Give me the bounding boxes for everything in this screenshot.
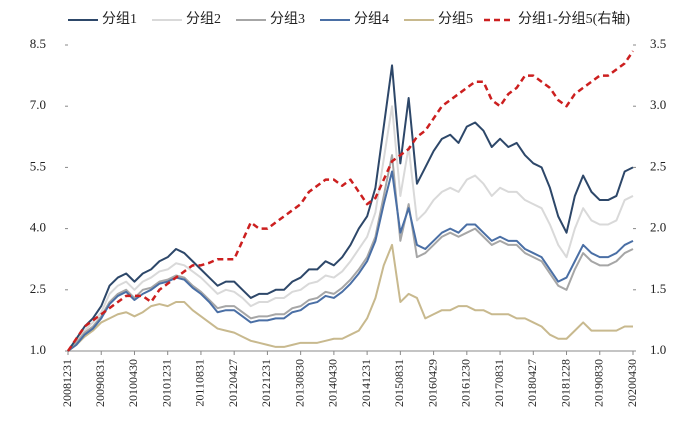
x-tick-label: 20160429: [425, 359, 439, 407]
y-tick-label: 2.5: [30, 281, 46, 296]
legend-label: 分组2: [186, 11, 221, 27]
series-line: [67, 170, 634, 352]
x-tick-label: 20190830: [592, 359, 606, 407]
y-tick-label: 1.0: [30, 342, 46, 357]
legend-label: 分组1-分组5(右轴): [518, 11, 630, 27]
x-tick-label: 20121231: [259, 359, 273, 407]
y2-tick-label: 3.5: [650, 36, 666, 51]
legend-label: 分组4: [354, 11, 389, 27]
y-tick-label: 5.5: [30, 158, 46, 173]
y2-tick-label: 2.0: [650, 220, 666, 235]
series-line: [67, 64, 634, 352]
x-tick-label: 20170831: [492, 359, 506, 407]
x-tick-label: 20130830: [292, 359, 306, 407]
y-tick-label: 7.0: [30, 97, 46, 112]
y2-tick-label: 2.5: [650, 158, 666, 173]
legend-label: 分组3: [270, 11, 305, 27]
x-tick-label: 20090831: [93, 359, 107, 407]
x-tick-label: 20081231: [60, 359, 74, 407]
legend-label: 分组1: [102, 11, 137, 27]
y-tick-label: 8.5: [30, 36, 46, 51]
x-tick-label: 20141231: [359, 359, 373, 407]
legend-label: 分组5: [438, 11, 473, 27]
x-tick-label: 20161230: [459, 359, 473, 407]
x-tick-label: 20110831: [193, 359, 207, 407]
x-tick-label: 20200430: [625, 359, 639, 407]
series-line: [67, 154, 634, 352]
series-line: [67, 105, 634, 352]
series-line: [66, 50, 635, 352]
x-tick-label: 20101231: [159, 359, 173, 407]
x-tick-label: 20150831: [392, 359, 406, 407]
series-line: [67, 243, 633, 352]
x-tick-label: 20180427: [525, 359, 539, 407]
x-tick-label: 20100430: [126, 359, 140, 407]
x-tick-label: 20181228: [558, 359, 572, 407]
y2-tick-label: 3.0: [650, 97, 666, 112]
y-tick-label: 4.0: [30, 220, 46, 235]
x-tick-label: 20140430: [326, 359, 340, 407]
x-tick-label: 20120427: [226, 359, 240, 407]
y2-tick-label: 1.0: [650, 342, 666, 357]
y2-tick-label: 1.5: [650, 281, 666, 296]
